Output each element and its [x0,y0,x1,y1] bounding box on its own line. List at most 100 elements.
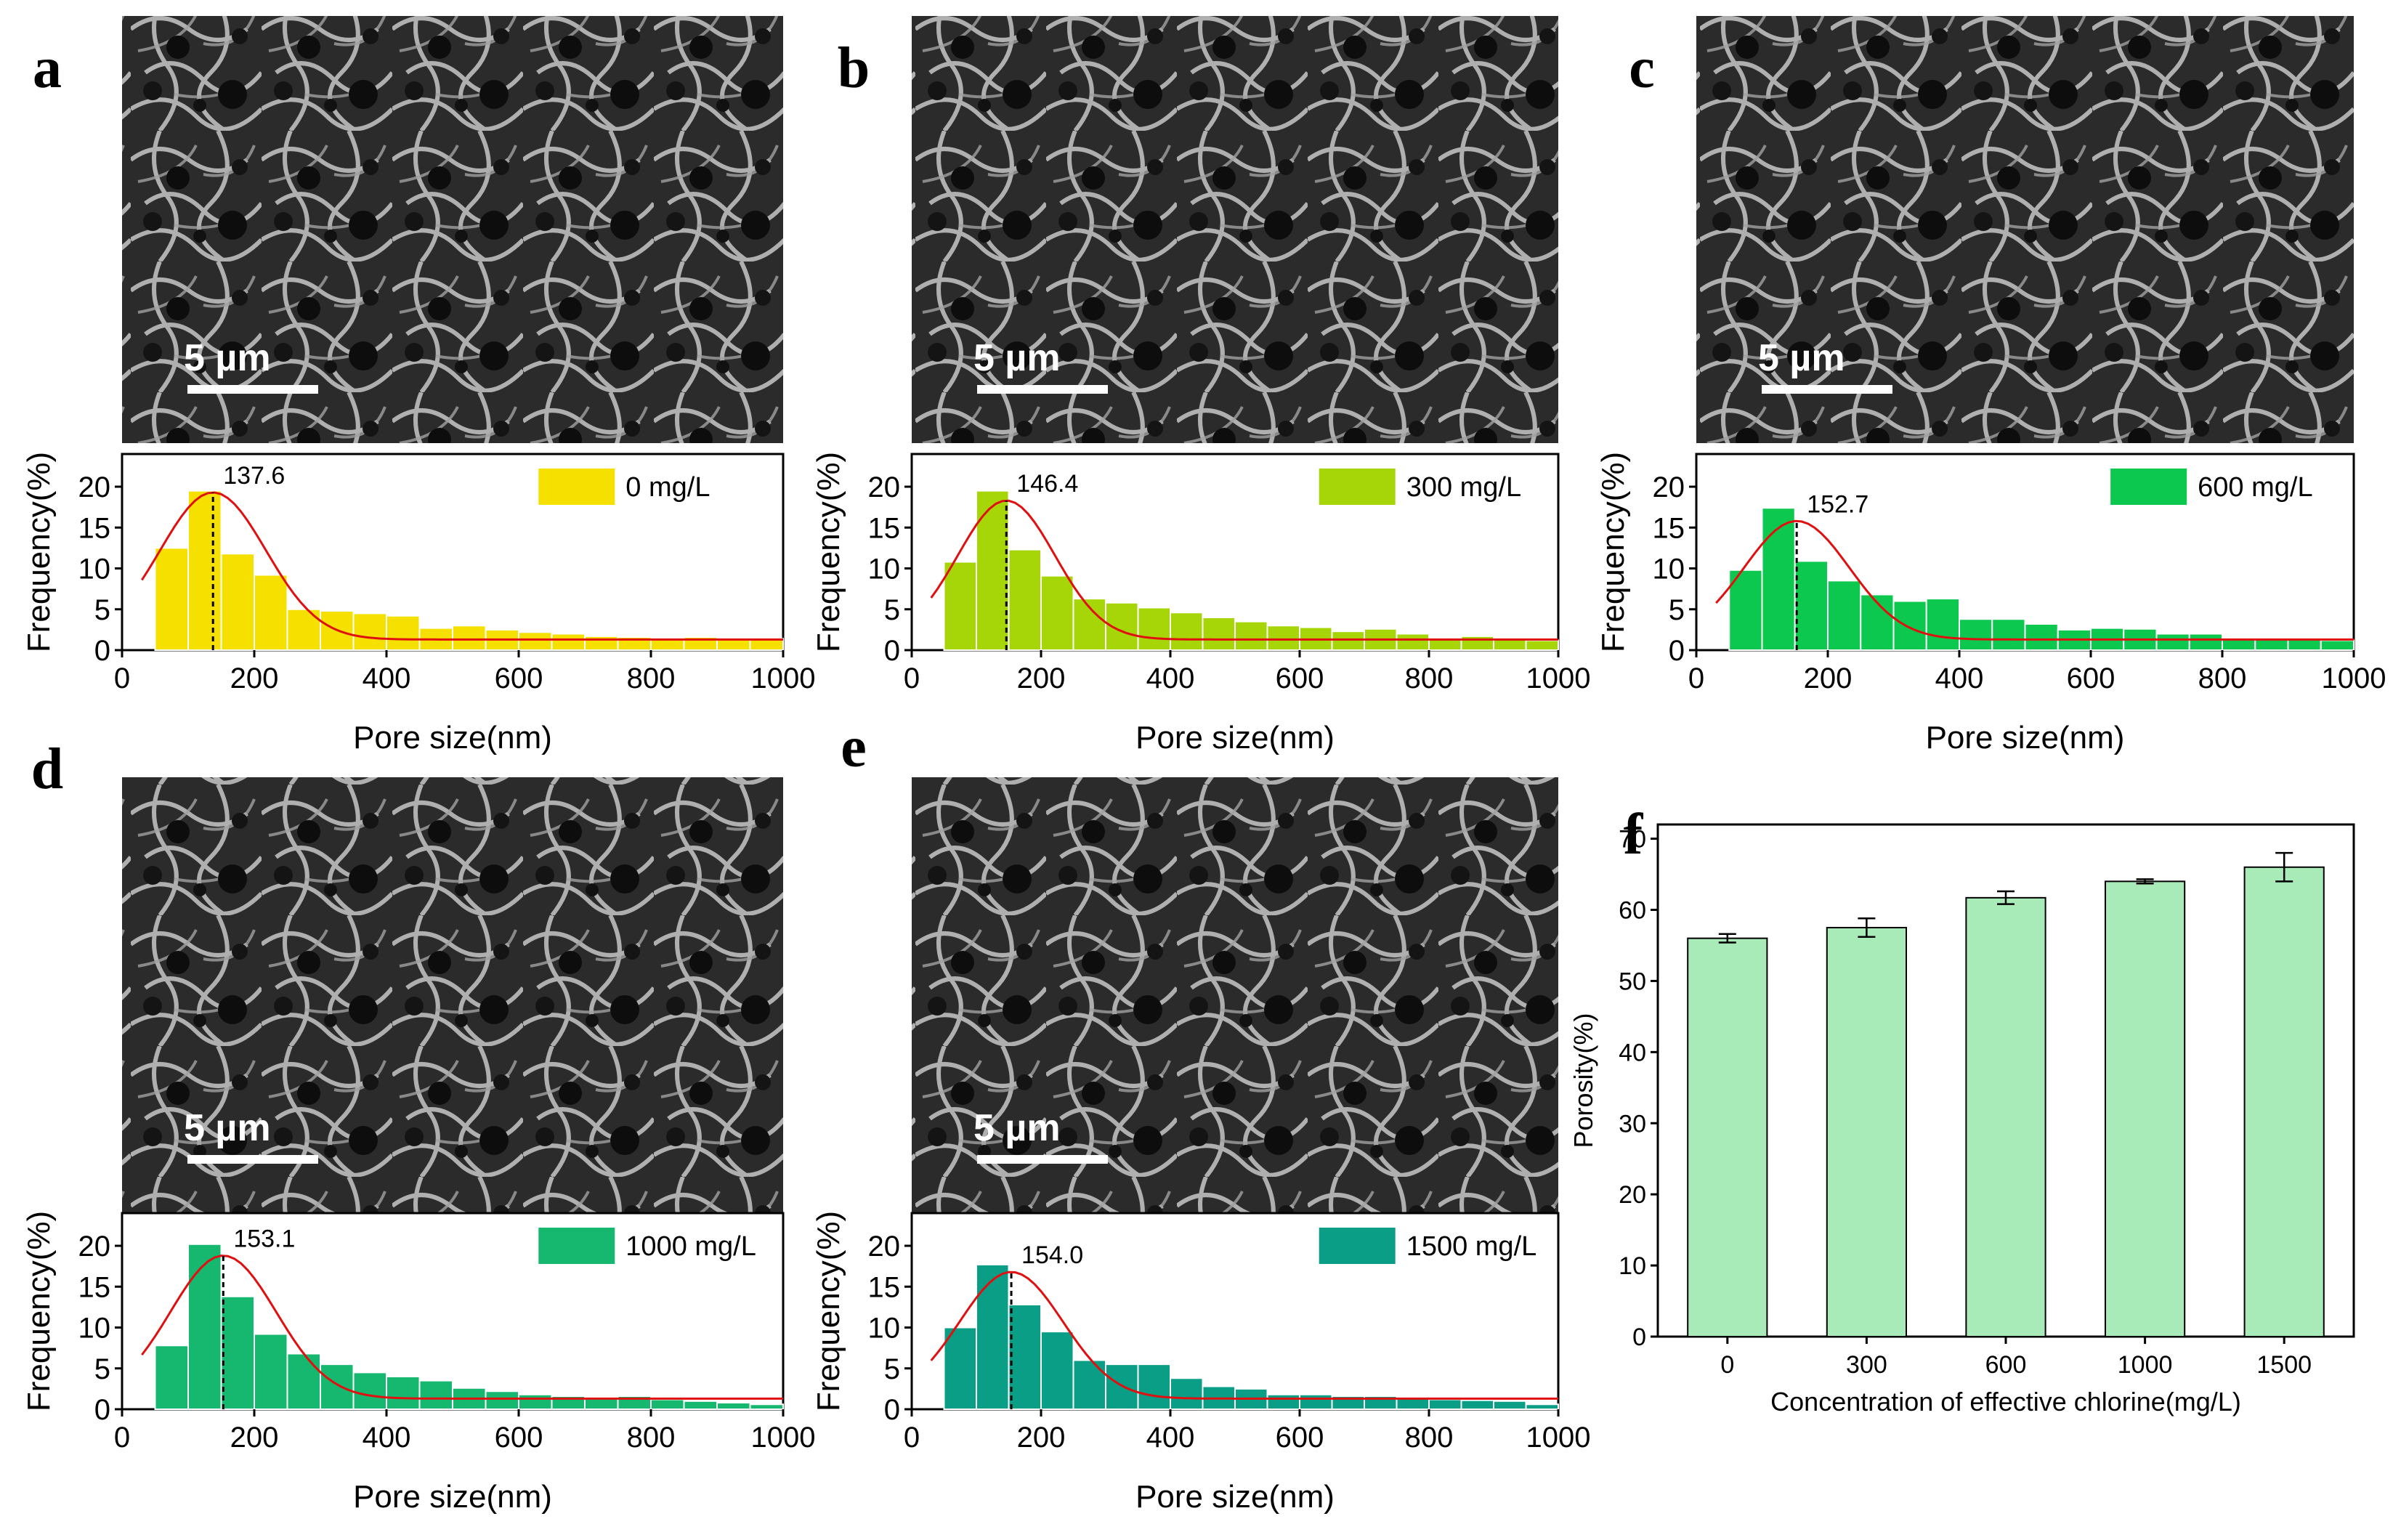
histogram-bar [1396,633,1430,651]
y-tick-label: 70 [1619,826,1646,854]
histogram-bar [976,1263,1010,1410]
y-tick-label: 15 [78,1271,111,1303]
scale-bar [187,1155,318,1164]
panel-label-f: f [1624,803,1644,867]
histogram-bar [1137,607,1171,651]
histogram-bar [1428,1398,1462,1410]
histogram-bar [1959,618,1993,651]
histogram-bar [683,1400,718,1410]
histogram-bar [254,1333,288,1410]
y-tick-label: 15 [868,1271,901,1303]
scale-bar [977,1155,1108,1164]
histogram-bar [2320,639,2354,651]
y-axis-label: Porosity(%) [1568,1013,1598,1148]
x-axis-label: Pore size(nm) [353,1479,552,1515]
histogram-bar [1299,1393,1333,1410]
sem-image [122,16,783,443]
scale-bar-label: 5 µm [184,337,271,379]
legend-swatch [538,469,615,505]
x-tick-label: 0 [114,662,130,694]
histogram-bar [518,631,553,651]
fit-curve [930,1270,1558,1400]
x-tick-label: 200 [1017,1422,1066,1454]
peak-label: 146.4 [1016,470,1078,498]
x-tick-label: 0 [904,662,920,694]
histogram-bar [650,1398,685,1410]
histogram-bar [2188,633,2223,651]
histogram-bar [418,1379,453,1410]
legend-label: 0 mg/L [625,472,710,503]
panel-label-b: b [838,36,870,100]
porosity-bar [1965,896,2046,1337]
y-tick-label: 5 [1669,594,1685,626]
histogram-bar [1925,598,1960,651]
x-tick-label: 200 [230,1422,279,1454]
y-tick-label: 10 [1653,554,1685,585]
histogram-bar [286,1353,321,1410]
y-axis-label: Frequency(%) [21,452,57,652]
histogram-bar [1137,1363,1171,1410]
y-tick-label: 15 [868,512,901,544]
sem-image [1696,16,2354,443]
peak-label: 154.0 [1021,1241,1083,1269]
y-tick-label: 0 [94,1394,110,1426]
x-tick-label: 1000 [751,1422,816,1454]
x-tick-label: 800 [627,662,676,694]
y-tick-label: 20 [1619,1181,1646,1209]
histogram-bar [352,612,387,651]
histogram-bar [518,1393,553,1410]
histogram-bar [1525,1403,1559,1410]
histogram-bar [154,1345,189,1410]
x-tick-label: 1000 [2322,662,2386,694]
x-tick-label: 0 [114,1422,130,1454]
histogram-bar [1266,1393,1300,1410]
y-tick-label: 20 [78,471,111,503]
sem-image [122,777,783,1213]
histogram-bar [749,1403,784,1410]
legend-label: 1000 mg/L [625,1231,756,1262]
x-tick-label: 200 [1017,662,1066,694]
y-tick-label: 0 [884,1394,900,1426]
histogram-bar [1892,600,1927,651]
y-tick-label: 40 [1619,1039,1646,1066]
y-tick-label: 10 [78,1313,111,1345]
peak-label: 153.1 [233,1225,295,1253]
y-tick-label: 0 [1669,635,1685,667]
porosity-bar [1687,937,1768,1337]
x-tick-label: 600 [1276,662,1324,694]
histogram-bar [386,1376,421,1410]
legend-swatch [1319,1228,1396,1264]
x-tick-label: 1000 [1526,662,1591,694]
x-tick-label: 200 [230,662,279,694]
x-tick-label: 400 [1146,1422,1195,1454]
x-tick-label: 400 [1935,662,1984,694]
legend-label: 300 mg/L [1406,472,1521,503]
histogram-bar [1460,635,1494,651]
histogram-bar [154,547,189,651]
histogram-bar [2155,633,2190,651]
x-axis-label: Pore size(nm) [353,720,552,755]
y-tick-label: 0 [884,635,900,667]
x-axis-label: Pore size(nm) [1135,720,1335,755]
histogram-bar [1728,569,1763,651]
scale-bar-label: 5 µm [973,337,1061,379]
porosity-bar [1826,926,1908,1337]
y-axis-label: Frequency(%) [811,452,846,652]
fit-curve [141,1255,783,1400]
scale-bar [187,385,318,394]
histogram-bar [2024,623,2059,651]
fit-curve [930,499,1558,641]
histogram-bar [386,615,421,651]
histogram-bar [2287,639,2322,651]
sem-image [912,16,1558,443]
histogram-bar [1761,507,1796,651]
fit-curve [1715,519,2354,641]
y-tick-label: 20 [868,471,901,503]
x-tick-label: 1000 [1526,1422,1591,1454]
histogram-bar [551,633,586,651]
y-tick-label: 50 [1619,968,1646,995]
legend-swatch [1319,469,1396,505]
